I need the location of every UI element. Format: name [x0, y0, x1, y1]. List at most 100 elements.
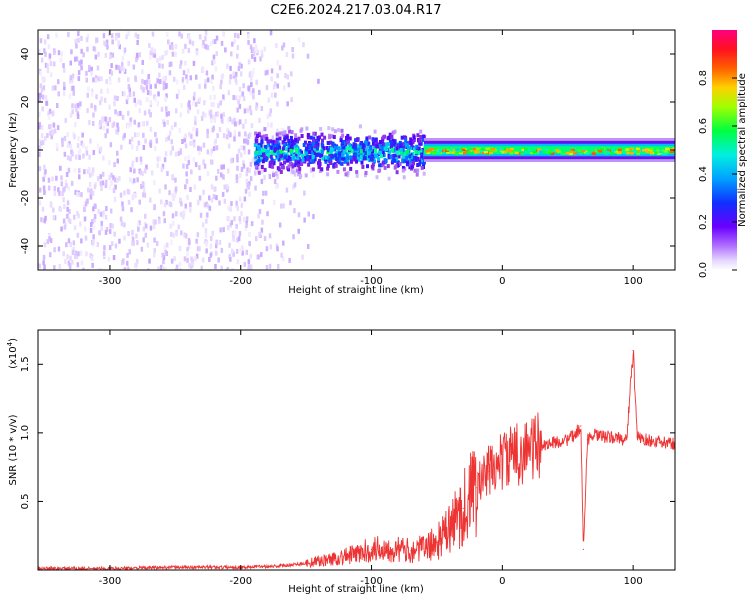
heatmap-cell	[383, 158, 387, 163]
heatmap-cell	[220, 172, 223, 178]
heatmap-cell	[174, 177, 177, 183]
heatmap-cell	[206, 128, 209, 134]
heatmap-cell	[184, 60, 187, 66]
heatmap-cell	[231, 157, 234, 163]
heatmap-cell	[80, 59, 83, 65]
heatmap-cell	[311, 155, 315, 160]
heatmap-cell	[248, 132, 252, 138]
y-tick-label: 0	[20, 147, 31, 153]
heatmap-cell	[418, 138, 422, 143]
heatmap-cell	[244, 225, 248, 231]
heatmap-cell	[187, 108, 190, 114]
heatmap-cell	[76, 111, 80, 117]
heatmap-cell	[158, 63, 161, 69]
heatmap-cell	[276, 60, 279, 66]
heatmap-cell	[581, 149, 586, 153]
heatmap-cell	[245, 171, 249, 177]
heatmap-cell	[313, 144, 317, 149]
heatmap-cell	[101, 118, 104, 124]
snr-frame	[37, 329, 676, 571]
heatmap-cell	[658, 147, 663, 151]
heatmap-cell	[238, 216, 241, 222]
heatmap-cell	[393, 139, 397, 144]
heatmap-cell	[225, 268, 229, 270]
heatmap-cell	[90, 188, 93, 194]
heatmap-cell	[289, 148, 293, 153]
heatmap-cell	[97, 51, 100, 57]
heatmap-cell	[174, 44, 178, 50]
snr-y-axis-label: SNR (10 * v/v)	[8, 414, 19, 485]
heatmap-cell	[307, 141, 311, 145]
heatmap-cell	[260, 135, 264, 140]
heatmap-cell	[70, 85, 74, 91]
heatmap-cell	[373, 153, 377, 158]
heatmap-cell	[186, 78, 189, 84]
heatmap-cell	[204, 83, 207, 89]
heatmap-cell	[109, 79, 112, 85]
heatmap-cell	[60, 226, 63, 232]
heatmap-cell	[179, 197, 182, 203]
heatmap-cell	[236, 53, 239, 59]
heatmap-cell	[63, 151, 67, 157]
heatmap-cell	[281, 131, 284, 136]
heatmap-cell	[229, 65, 232, 71]
heatmap-cell	[51, 85, 55, 91]
heatmap-cell	[84, 235, 88, 241]
heatmap-cell	[310, 167, 313, 173]
heatmap-cell	[105, 206, 108, 211]
heatmap-cell	[141, 181, 145, 187]
snr-point	[658, 441, 660, 444]
heatmap-cell	[162, 266, 165, 270]
heatmap-cell	[367, 144, 370, 149]
heatmap-cell	[212, 146, 216, 152]
heatmap-cell	[133, 119, 136, 125]
heatmap-cell	[210, 197, 214, 203]
heatmap-cell	[521, 150, 526, 154]
heatmap-cell	[40, 124, 44, 130]
heatmap-cell	[290, 145, 294, 150]
heatmap-cell	[261, 199, 264, 205]
heatmap-cell	[306, 154, 310, 159]
heatmap-cell	[318, 164, 321, 169]
heatmap-cell	[148, 258, 151, 264]
heatmap-cell	[320, 149, 324, 154]
heatmap-cell	[94, 54, 98, 60]
heatmap-cell	[268, 263, 272, 269]
heatmap-cell	[46, 63, 49, 69]
heatmap-cell	[470, 152, 474, 155]
heatmap-cell	[247, 149, 251, 155]
heatmap-cell	[253, 56, 257, 62]
heatmap-cell	[220, 247, 224, 253]
heatmap-cell	[102, 33, 106, 39]
heatmap-cell	[168, 190, 171, 196]
snr-point	[636, 436, 638, 438]
heatmap-cell	[86, 198, 89, 204]
heatmap-cell	[167, 111, 170, 117]
heatmap-cell	[370, 164, 374, 169]
heatmap-cell	[172, 232, 175, 238]
heatmap-cell	[191, 40, 195, 46]
heatmap-cell	[129, 167, 132, 173]
heatmap-cell	[66, 200, 70, 206]
heatmap-cell	[121, 206, 125, 212]
heatmap-cell	[112, 121, 116, 127]
heatmap-cell	[283, 85, 286, 91]
heatmap-cell	[355, 143, 359, 148]
heatmap-cell	[466, 150, 471, 154]
snr-point	[357, 552, 360, 555]
heatmap-cell	[312, 214, 315, 220]
heatmap-cell	[265, 265, 269, 270]
heatmap-cell	[205, 212, 209, 218]
heatmap-cell	[50, 134, 53, 140]
colorbar-tick-label: 0.4	[698, 166, 709, 182]
heatmap-cell	[649, 147, 654, 151]
heatmap-cell	[43, 164, 46, 170]
heatmap-cell	[119, 216, 123, 222]
heatmap-cell	[105, 39, 109, 45]
heatmap-cell	[423, 160, 426, 165]
heatmap-cell	[169, 61, 173, 67]
heatmap-cell	[432, 152, 437, 155]
heatmap-cell	[65, 242, 68, 248]
heatmap-cell	[297, 172, 300, 177]
heatmap-cell	[324, 155, 328, 160]
